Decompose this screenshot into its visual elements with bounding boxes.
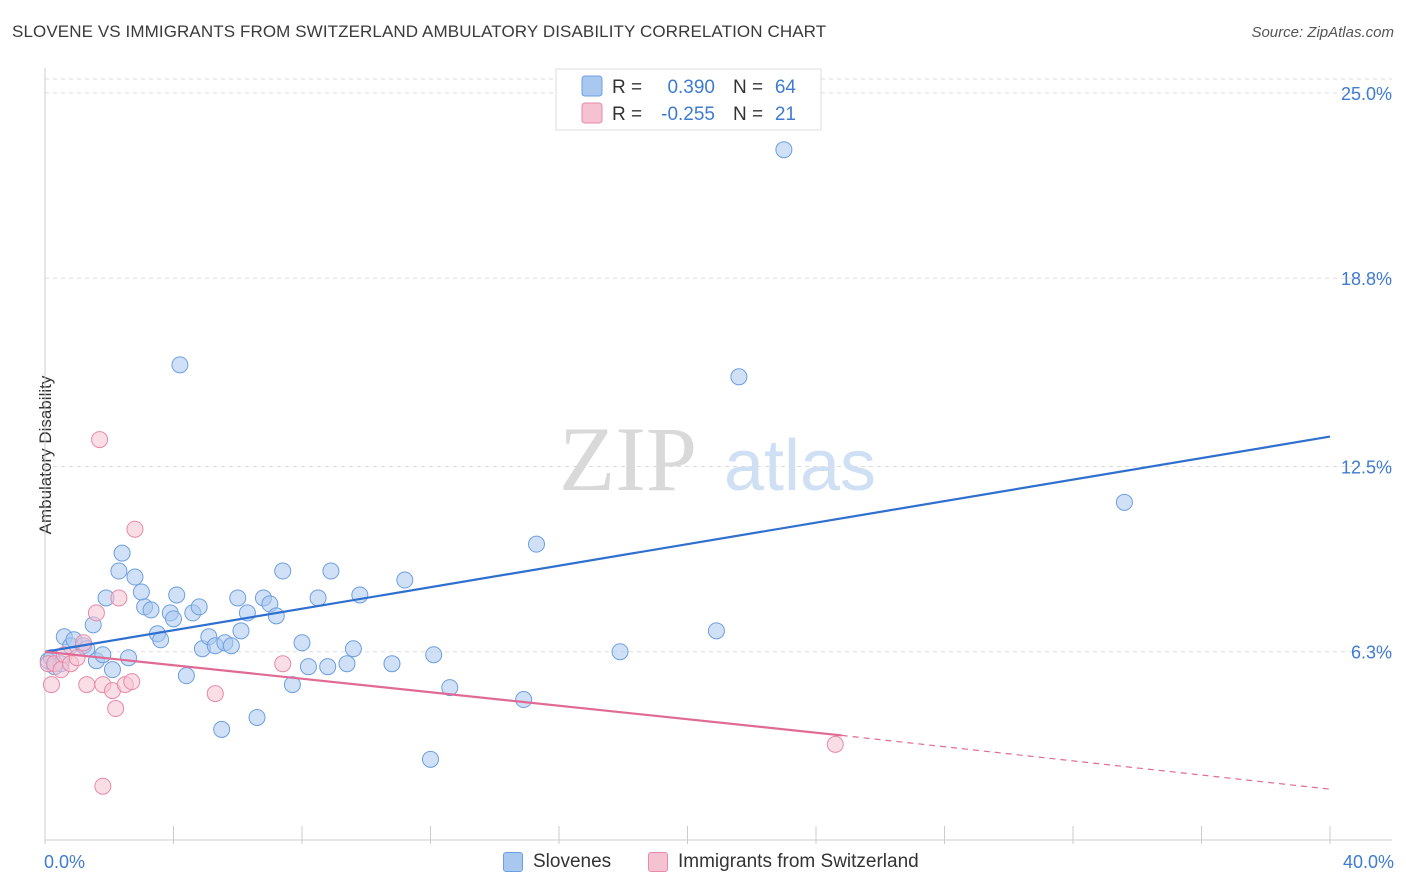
trend-line-pink <box>44 650 842 737</box>
chart-title: SLOVENE VS IMMIGRANTS FROM SWITZERLAND A… <box>12 22 827 41</box>
data-point <box>190 598 208 616</box>
series-immigrants-switzerland <box>39 431 844 795</box>
data-point <box>309 589 327 607</box>
data-point <box>707 622 725 640</box>
data-point <box>110 589 128 607</box>
y-tick-label: 25.0% <box>1341 84 1392 104</box>
data-point <box>171 356 189 374</box>
data-point <box>110 562 128 580</box>
data-point <box>274 655 292 673</box>
data-point <box>396 571 414 589</box>
legend-box: R = 0.390 N = 64 R = -0.255 N = 21 <box>555 68 822 131</box>
legend-r-value-2: -0.255 <box>661 104 715 125</box>
axes <box>44 68 1392 844</box>
data-point <box>103 661 121 679</box>
data-point <box>126 520 144 538</box>
data-point <box>274 562 292 580</box>
y-tick-label: 18.8% <box>1341 269 1392 289</box>
data-point <box>293 634 311 652</box>
legend-swatch-blue <box>581 75 603 97</box>
data-point <box>87 604 105 622</box>
legend-n-label-2: N = <box>733 104 763 125</box>
data-point <box>107 700 125 718</box>
data-point <box>213 720 231 738</box>
trend-lines <box>44 435 1331 790</box>
legend-swatch-slovenes <box>503 852 523 872</box>
data-point <box>422 750 439 768</box>
legend-swatch-pink <box>581 102 603 124</box>
data-point <box>232 622 250 640</box>
data-point <box>528 535 546 553</box>
y-tick-label: 6.3% <box>1351 643 1392 663</box>
data-point <box>515 691 533 709</box>
data-point <box>91 431 109 449</box>
x-tick-left: 0.0% <box>44 852 86 872</box>
data-point <box>383 655 401 673</box>
legend-n-value-2: 21 <box>775 104 796 125</box>
legend-n-label-1: N = <box>733 77 763 98</box>
data-point <box>344 640 362 658</box>
trend-line-extension <box>841 734 1331 790</box>
data-point <box>611 643 629 661</box>
legend-r-label-1: R = <box>612 77 642 98</box>
data-point <box>94 777 112 795</box>
data-point <box>165 610 182 628</box>
watermark-zip: ZIP <box>559 408 697 510</box>
data-point <box>338 655 356 673</box>
legend-swatch-immigrants <box>648 852 668 872</box>
data-point <box>142 601 160 619</box>
legend-r-label-2: R = <box>612 104 642 125</box>
data-point <box>68 649 86 667</box>
data-point <box>425 646 443 664</box>
bottom-legend: Slovenes Immigrants from Switzerland <box>0 851 1406 879</box>
data-point <box>42 676 60 694</box>
data-point <box>94 646 112 664</box>
bottom-legend-immigrants: Immigrants from Switzerland <box>648 851 919 873</box>
bottom-legend-slovenes: Slovenes <box>503 851 611 873</box>
grid-lines <box>45 78 1392 653</box>
data-point <box>132 583 150 601</box>
y-tick-label: 12.5% <box>1341 457 1392 477</box>
legend-label-slovenes: Slovenes <box>533 851 612 872</box>
data-point <box>126 568 144 586</box>
data-point <box>222 637 240 655</box>
legend-label-immigrants: Immigrants from Switzerland <box>678 851 919 872</box>
data-point <box>177 667 195 685</box>
data-point <box>1115 493 1133 511</box>
data-point <box>75 634 93 652</box>
data-point <box>229 589 247 607</box>
legend-r-value-1: 0.390 <box>667 77 715 98</box>
trend-line-blue <box>44 435 1331 653</box>
x-tick-right: 40.0% <box>1342 852 1394 872</box>
data-point <box>267 607 285 625</box>
data-point <box>123 673 141 691</box>
data-point <box>168 586 186 604</box>
data-point <box>322 562 340 580</box>
legend-n-value-1: 64 <box>775 77 797 98</box>
data-point <box>730 368 748 386</box>
watermark: ZIP atlas <box>559 408 876 510</box>
data-point <box>441 679 459 697</box>
data-point <box>113 544 131 562</box>
watermark-atlas: atlas <box>724 426 876 506</box>
data-point <box>120 649 138 667</box>
data-point <box>826 735 844 753</box>
data-point <box>206 685 224 703</box>
source-label: Source: ZipAtlas.com <box>1251 24 1394 41</box>
data-point <box>299 658 317 676</box>
y-tick-labels: 6.3% 12.5% 18.8% 25.0% <box>1341 84 1392 663</box>
data-point <box>775 141 793 159</box>
data-point <box>78 676 96 694</box>
data-point <box>283 676 301 694</box>
data-point <box>248 708 266 726</box>
data-point <box>319 658 337 676</box>
